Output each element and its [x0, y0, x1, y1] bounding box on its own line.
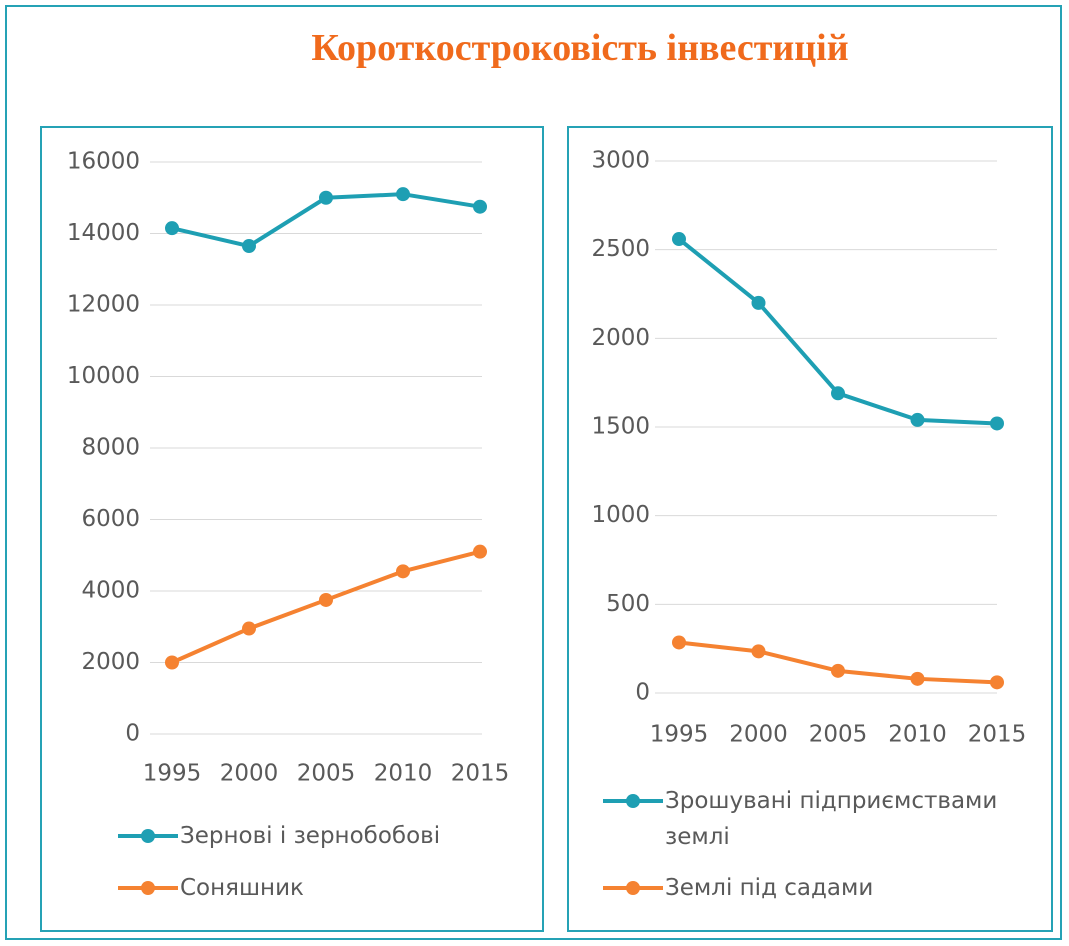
- y-tick-label: 16000: [67, 149, 140, 175]
- y-tick-label: 2000: [591, 325, 650, 351]
- y-tick-label: 1000: [591, 502, 650, 528]
- data-point: [396, 564, 410, 579]
- data-point: [831, 386, 845, 401]
- y-tick-label: 2500: [591, 236, 650, 262]
- x-tick-label: 2010: [374, 761, 433, 787]
- y-tick-label: 1500: [591, 414, 650, 440]
- legend-label: Зернові і зернобобові: [180, 823, 441, 849]
- data-point: [910, 671, 925, 686]
- x-tick-label: 2005: [297, 761, 356, 787]
- legend-label: Соняшник: [180, 875, 304, 901]
- x-tick-label: 2015: [451, 761, 510, 787]
- data-point: [910, 412, 925, 427]
- data-point: [165, 655, 179, 670]
- y-tick-label: 14000: [67, 220, 140, 246]
- data-point: [473, 544, 487, 559]
- data-point: [319, 190, 333, 205]
- x-tick-label: 1995: [143, 761, 202, 787]
- legend-marker: [626, 881, 640, 895]
- data-point: [751, 644, 766, 659]
- y-tick-label: 10000: [67, 363, 140, 389]
- data-point: [473, 199, 487, 214]
- slide-title: Короткостроковість інвестицій: [311, 27, 849, 69]
- legend-label: Землі під садами: [665, 875, 874, 901]
- data-point: [990, 675, 1004, 690]
- y-tick-label: 0: [125, 721, 140, 747]
- chart-panel: 0 2000 4000 6000 8000 10000 12000 14000 16000 199…: [40, 126, 544, 932]
- data-point: [165, 221, 179, 236]
- x-tick-label: 1995: [650, 722, 709, 748]
- chart: 0 2000 4000 6000 8000 10000 12000 14000 16000 199…: [67, 149, 510, 895]
- data-point: [319, 592, 333, 607]
- y-tick-label: 0: [635, 680, 650, 706]
- x-tick-label: 2015: [968, 722, 1027, 748]
- data-point: [242, 239, 256, 254]
- data-point: [990, 416, 1004, 431]
- data-point: [242, 621, 256, 636]
- y-tick-label: 500: [606, 591, 650, 617]
- y-tick-label: 6000: [81, 506, 140, 532]
- data-point: [831, 663, 845, 678]
- y-tick-label: 4000: [81, 578, 140, 604]
- y-tick-label: 3000: [591, 148, 650, 174]
- x-tick-label: 2000: [729, 722, 788, 748]
- x-tick-label: 2010: [888, 722, 947, 748]
- legend-marker: [626, 794, 640, 808]
- chart: 0 500 1000 1500 2000 2500 3000 1995 2000 2005 2010…: [591, 148, 1027, 895]
- slide-frame: [5, 5, 1062, 940]
- series-line: [171, 549, 481, 665]
- y-tick-label: 2000: [81, 649, 140, 675]
- y-tick-label: 12000: [67, 292, 140, 318]
- x-tick-label: 2000: [220, 761, 279, 787]
- data-point: [396, 187, 410, 202]
- x-tick-label: 2005: [809, 722, 868, 748]
- data-point: [751, 295, 766, 310]
- legend-marker: [141, 829, 155, 843]
- data-point: [672, 232, 686, 247]
- legend-marker: [141, 881, 155, 895]
- data-point: [672, 635, 686, 650]
- legend-label: Зрошувані підприємствами землі: [665, 788, 998, 850]
- chart-panel: 0 500 1000 1500 2000 2500 3000 1995 2000 2005 2010…: [567, 126, 1053, 932]
- y-tick-label: 8000: [81, 435, 140, 461]
